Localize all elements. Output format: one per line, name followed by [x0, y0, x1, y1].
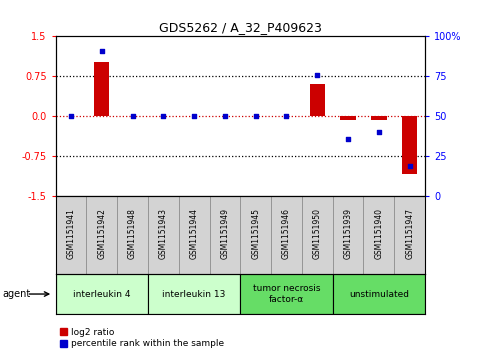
Text: GSM1151944: GSM1151944	[190, 208, 199, 259]
Text: GSM1151941: GSM1151941	[67, 208, 75, 259]
Text: interleukin 13: interleukin 13	[162, 290, 226, 298]
Point	[406, 163, 413, 168]
Text: GSM1151949: GSM1151949	[220, 208, 229, 259]
Text: GSM1151942: GSM1151942	[97, 208, 106, 259]
Point	[190, 113, 198, 119]
Bar	[94, 62, 110, 116]
Bar	[402, 116, 417, 174]
Bar	[56, 196, 86, 274]
Point	[313, 72, 321, 78]
Bar	[148, 274, 241, 314]
Bar	[148, 196, 179, 274]
Point	[252, 113, 259, 119]
Bar	[333, 196, 364, 274]
Point	[67, 113, 75, 119]
Title: GDS5262 / A_32_P409623: GDS5262 / A_32_P409623	[159, 21, 322, 34]
Bar	[56, 274, 148, 314]
Point	[344, 136, 352, 142]
Bar	[333, 274, 425, 314]
Legend: log2 ratio, percentile rank within the sample: log2 ratio, percentile rank within the s…	[60, 327, 224, 348]
Text: GSM1151950: GSM1151950	[313, 208, 322, 259]
Point	[375, 129, 383, 135]
Point	[159, 113, 167, 119]
Text: GSM1151946: GSM1151946	[282, 208, 291, 259]
Bar	[302, 196, 333, 274]
Point	[221, 113, 229, 119]
Bar	[240, 196, 271, 274]
Text: unstimulated: unstimulated	[349, 290, 409, 298]
Text: tumor necrosis
factor-α: tumor necrosis factor-α	[253, 284, 320, 304]
Text: GSM1151939: GSM1151939	[343, 208, 353, 259]
Point	[98, 48, 106, 54]
Point	[128, 113, 136, 119]
Bar	[179, 196, 210, 274]
Point	[283, 113, 290, 119]
Bar	[394, 196, 425, 274]
Text: GSM1151945: GSM1151945	[251, 208, 260, 259]
Bar	[210, 196, 240, 274]
Bar	[341, 116, 356, 120]
Bar	[271, 196, 302, 274]
Text: interleukin 4: interleukin 4	[73, 290, 130, 298]
Bar	[371, 116, 386, 120]
Text: GSM1151943: GSM1151943	[159, 208, 168, 259]
Bar	[86, 196, 117, 274]
Bar	[310, 84, 325, 116]
Bar	[364, 196, 394, 274]
Text: agent: agent	[2, 289, 30, 299]
Text: GSM1151948: GSM1151948	[128, 208, 137, 259]
Bar	[240, 274, 333, 314]
Text: GSM1151947: GSM1151947	[405, 208, 414, 259]
Text: GSM1151940: GSM1151940	[374, 208, 384, 259]
Bar	[117, 196, 148, 274]
